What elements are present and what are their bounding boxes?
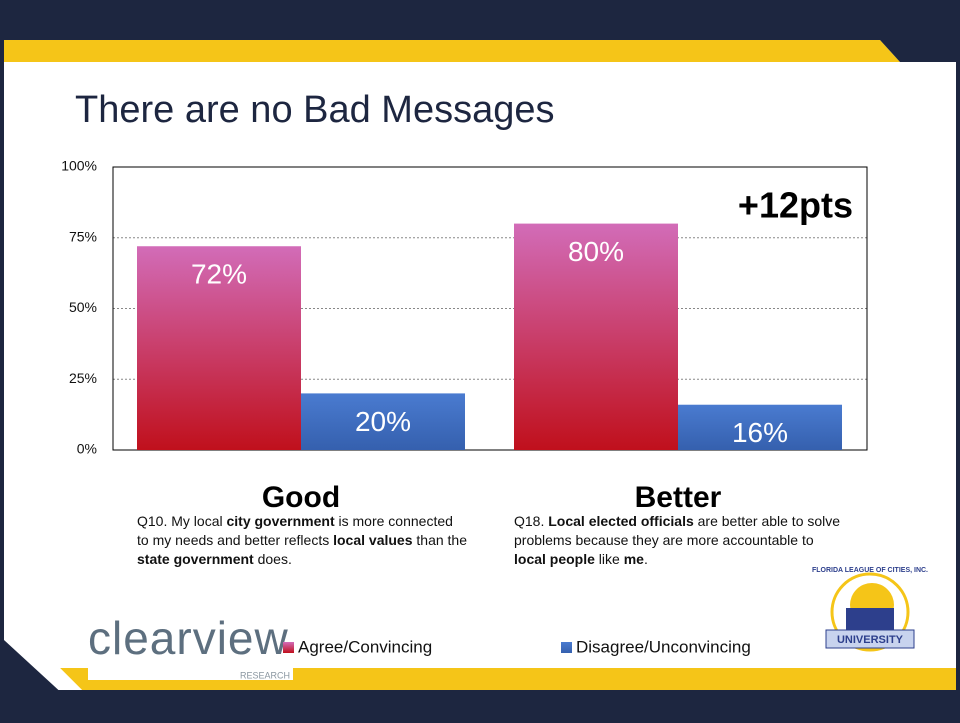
question-segment: Q10. My local (137, 513, 227, 529)
logo-city (846, 608, 894, 630)
y-tick-label: 50% (69, 299, 97, 315)
top-stripe (4, 40, 900, 62)
value-label: 16% (732, 417, 788, 448)
top-band (4, 4, 956, 40)
category-label: Better (635, 481, 722, 514)
annotation: +12pts (738, 185, 853, 226)
logo-bg (88, 618, 293, 680)
logo-sub: RESEARCH (240, 670, 290, 680)
bar (301, 393, 465, 450)
value-label: 72% (191, 259, 247, 290)
question-segment: local values (333, 532, 413, 548)
category-label: Good (262, 481, 340, 514)
logo-banner (825, 629, 915, 649)
bar (678, 404, 842, 450)
legend-swatch (283, 642, 294, 653)
question-text: Q10. My local city government is more co… (137, 512, 467, 569)
bar (514, 223, 678, 450)
y-tick-label: 75% (69, 228, 97, 244)
logo-name: clearview (88, 612, 289, 664)
bottom-corner (4, 640, 90, 719)
value-label: 80% (568, 236, 624, 267)
logo-ring-text: FLORIDA LEAGUE OF CITIES, INC. (812, 567, 928, 574)
question-segment: me (623, 551, 644, 567)
legend-label: Disagree/Unconvincing (576, 637, 751, 656)
question-segment: are better able to solve problems becaus… (514, 513, 841, 548)
question-segment: does. (253, 551, 292, 567)
question-segment: Local elected officials (548, 513, 694, 529)
question-segment: is more connected to my needs and better… (137, 513, 453, 548)
question-segment: state government (137, 551, 254, 567)
logo-right: FLORIDA LEAGUE OF CITIES, INC. UNIVERSIT… (812, 567, 928, 652)
chart-title: There are no Bad Messages (75, 89, 555, 131)
question-segment: than the (412, 532, 467, 548)
bar (137, 246, 301, 450)
question-segment: local people (514, 551, 595, 567)
question-text: Q18. Local elected officials are better … (514, 512, 844, 569)
legend-swatch (561, 642, 572, 653)
top-corner (880, 40, 956, 62)
logo-banner-text: UNIVERSITY (837, 634, 904, 646)
value-label: 20% (355, 406, 411, 437)
question-segment: city government (226, 513, 335, 529)
bottom-band (4, 690, 956, 719)
y-tick-label: 25% (69, 370, 97, 386)
question-segment: like (594, 551, 624, 567)
logo-left: clearview RESEARCH (88, 612, 293, 680)
question-segment: . (643, 551, 648, 567)
y-tick-label: 0% (77, 441, 97, 457)
legend-label: Agree/Convincing (298, 637, 432, 656)
plot-border (112, 166, 868, 451)
y-tick-label: 100% (61, 158, 97, 174)
question-segment: Q18. (514, 513, 549, 529)
